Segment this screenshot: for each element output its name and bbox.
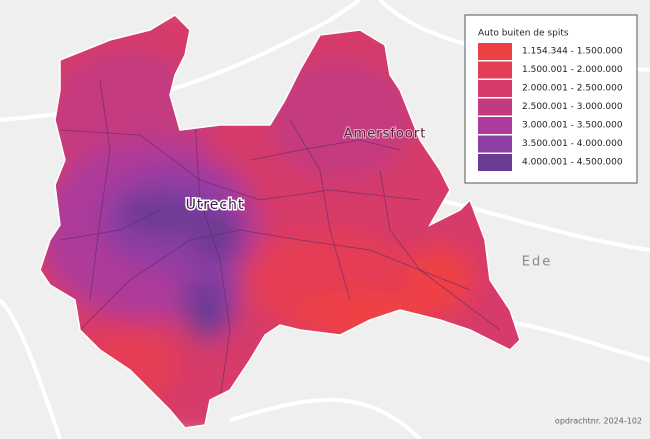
legend-label: 2.000.001 - 2.500.000 — [522, 84, 623, 94]
place-label: Utrecht — [186, 197, 245, 213]
choropleth-zone — [270, 60, 410, 180]
place-label: Ede — [522, 255, 552, 270]
legend-swatch — [478, 43, 512, 60]
road — [59, 129, 421, 201]
legend-label: 3.000.001 - 3.500.000 — [522, 121, 623, 131]
legend-swatch — [478, 80, 512, 97]
choropleth-zone — [185, 280, 225, 340]
place-label: Amersfoort — [344, 127, 427, 142]
legend: Auto buiten de spits 1.154.344 - 1.500.0… — [464, 14, 638, 184]
legend-label: 1.154.344 - 1.500.000 — [522, 47, 623, 57]
road — [289, 119, 351, 301]
legend-label: 1.500.001 - 2.000.000 — [522, 65, 623, 75]
legend-swatch — [478, 135, 512, 153]
legend-swatch — [478, 117, 512, 134]
legend-label: 4.000.001 - 4.500.000 — [522, 158, 623, 168]
municipal-roads — [59, 29, 501, 401]
road — [379, 169, 501, 331]
legend-title: Auto buiten de spits — [478, 29, 569, 39]
road — [229, 397, 422, 439]
legend-swatch — [478, 98, 512, 116]
road — [59, 209, 161, 241]
choropleth-zone — [405, 245, 475, 315]
road — [499, 318, 650, 362]
legend-swatch — [478, 154, 512, 171]
footer: opdrachtnr. 2024-102 — [555, 417, 642, 426]
choropleth-zone — [120, 195, 200, 235]
road — [89, 79, 111, 301]
legend-label: 2.500.001 - 3.000.000 — [522, 102, 623, 112]
road — [249, 139, 401, 161]
road — [79, 229, 471, 331]
road — [0, 298, 62, 439]
legend-label: 3.500.001 - 4.000.000 — [522, 139, 623, 149]
legend-swatch — [478, 61, 512, 79]
